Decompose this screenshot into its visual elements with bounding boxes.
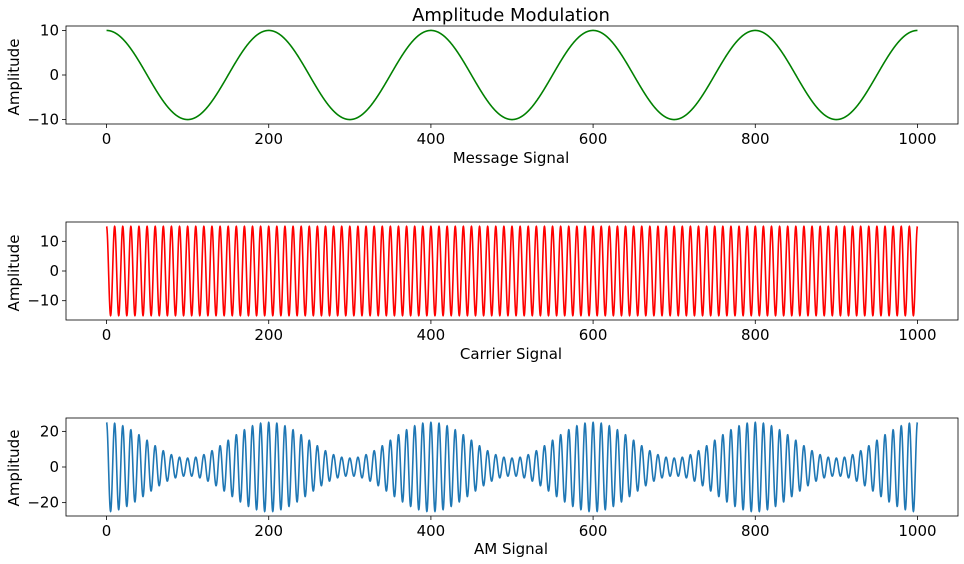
x-tick-label: 800 bbox=[741, 522, 770, 540]
series-line-am bbox=[105, 421, 919, 513]
x-tick-label: 1000 bbox=[898, 326, 936, 344]
x-tick-label: 600 bbox=[579, 522, 608, 540]
x-tick-label: 1000 bbox=[898, 522, 936, 540]
y-tick-label: −20 bbox=[27, 494, 59, 512]
y-tick-labels-carrier: −10 0 10 bbox=[27, 232, 66, 310]
x-tick-label: 600 bbox=[579, 130, 608, 148]
x-tick-label: 0 bbox=[102, 130, 112, 148]
y-tick-label: −10 bbox=[27, 111, 59, 129]
y-tick-labels-message: −10 0 10 bbox=[27, 21, 66, 129]
y-tick-label: 0 bbox=[49, 66, 59, 84]
y-tick-label: 10 bbox=[40, 232, 59, 250]
x-axis-label-message: Message Signal bbox=[453, 149, 570, 167]
y-tick-label: 0 bbox=[49, 458, 59, 476]
x-tick-label: 200 bbox=[254, 130, 283, 148]
x-tick-label: 400 bbox=[417, 130, 446, 148]
y-tick-label: 20 bbox=[40, 422, 59, 440]
x-tick-label: 200 bbox=[254, 326, 283, 344]
y-tick-labels-am: −20 0 20 bbox=[27, 422, 66, 512]
y-tick-label: 0 bbox=[49, 262, 59, 280]
y-axis-label-message: Amplitude bbox=[5, 39, 23, 116]
x-tick-label: 400 bbox=[417, 326, 446, 344]
x-axis-label-carrier: Carrier Signal bbox=[460, 345, 562, 363]
y-tick-label: −10 bbox=[27, 292, 59, 310]
x-tick-label: 0 bbox=[102, 522, 112, 540]
x-tick-label: 200 bbox=[254, 522, 283, 540]
series-line-message bbox=[106, 29, 918, 121]
series-line-carrier bbox=[105, 225, 919, 317]
x-tick-label: 800 bbox=[741, 130, 770, 148]
x-tick-labels-carrier: 0 200 400 600 800 1000 bbox=[102, 320, 937, 344]
y-axis-label-am: Amplitude bbox=[5, 430, 23, 507]
x-axis-label-am: AM Signal bbox=[474, 540, 548, 558]
y-tick-label: 10 bbox=[40, 21, 59, 39]
x-tick-label: 800 bbox=[741, 326, 770, 344]
subplot-am: −20 0 20 0 200 400 600 800 1000 AM Signal Ampli… bbox=[5, 417, 959, 558]
x-tick-label: 400 bbox=[417, 522, 446, 540]
x-tick-label: 600 bbox=[579, 326, 608, 344]
y-axis-label-carrier: Amplitude bbox=[5, 235, 23, 312]
x-tick-label: 1000 bbox=[898, 130, 936, 148]
x-tick-label: 0 bbox=[102, 326, 112, 344]
x-tick-labels-message: 0 200 400 600 800 1000 bbox=[102, 124, 937, 148]
x-tick-labels-am: 0 200 400 600 800 1000 bbox=[102, 516, 937, 540]
figure-title: Amplitude Modulation bbox=[412, 5, 610, 26]
